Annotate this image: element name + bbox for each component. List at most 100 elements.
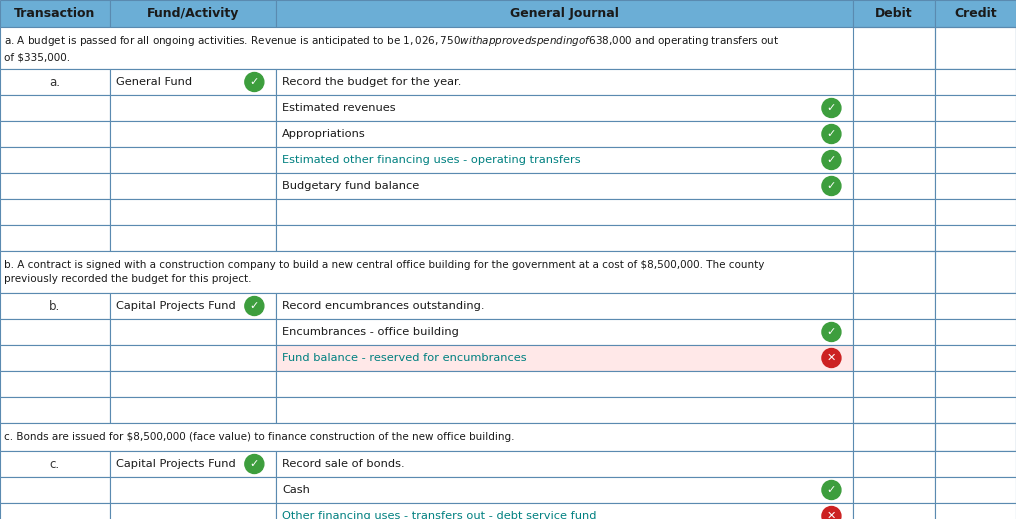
Bar: [935, 251, 1016, 293]
Text: Estimated revenues: Estimated revenues: [282, 103, 396, 113]
Bar: [853, 121, 935, 147]
Bar: [853, 0, 935, 27]
Text: Cash: Cash: [282, 485, 310, 495]
Bar: [0, 251, 1016, 293]
Bar: [276, 173, 853, 199]
Bar: [935, 173, 1016, 199]
Bar: [853, 147, 935, 173]
Text: Estimated other financing uses - operating transfers: Estimated other financing uses - operati…: [282, 155, 581, 165]
Bar: [853, 423, 935, 451]
Bar: [110, 503, 276, 519]
Bar: [935, 147, 1016, 173]
Bar: [935, 371, 1016, 397]
Bar: [110, 199, 276, 225]
Bar: [0, 95, 110, 121]
Bar: [853, 451, 935, 477]
Bar: [110, 397, 276, 423]
Text: ✓: ✓: [827, 155, 836, 165]
Ellipse shape: [822, 481, 841, 499]
Bar: [276, 293, 853, 319]
Bar: [110, 371, 276, 397]
Ellipse shape: [822, 176, 841, 196]
Text: Other financing uses - transfers out - debt service fund: Other financing uses - transfers out - d…: [282, 511, 596, 519]
Ellipse shape: [822, 322, 841, 342]
Ellipse shape: [245, 455, 264, 473]
Text: Credit: Credit: [954, 7, 997, 20]
Ellipse shape: [822, 507, 841, 519]
Bar: [276, 371, 853, 397]
Text: ✓: ✓: [827, 485, 836, 495]
Bar: [276, 477, 853, 503]
Bar: [853, 27, 935, 69]
Bar: [276, 397, 853, 423]
Text: Debit: Debit: [875, 7, 913, 20]
Bar: [0, 121, 110, 147]
Bar: [0, 199, 110, 225]
Bar: [853, 95, 935, 121]
Bar: [935, 199, 1016, 225]
Bar: [0, 371, 110, 397]
Bar: [935, 423, 1016, 451]
Text: ✕: ✕: [827, 511, 836, 519]
Bar: [0, 69, 110, 95]
Bar: [853, 69, 935, 95]
Bar: [935, 27, 1016, 69]
Bar: [276, 345, 853, 371]
Bar: [0, 477, 110, 503]
Text: Transaction: Transaction: [14, 7, 96, 20]
Bar: [276, 225, 853, 251]
Text: General Journal: General Journal: [510, 7, 620, 20]
Bar: [853, 345, 935, 371]
Text: Record the budget for the year.: Record the budget for the year.: [282, 77, 461, 87]
Text: Appropriations: Appropriations: [282, 129, 366, 139]
Bar: [0, 27, 1016, 69]
Text: b. A contract is signed with a construction company to build a new central offic: b. A contract is signed with a construct…: [4, 260, 764, 284]
Text: ✕: ✕: [827, 353, 836, 363]
Text: ✓: ✓: [827, 103, 836, 113]
Bar: [935, 319, 1016, 345]
Bar: [935, 293, 1016, 319]
Text: Record sale of bonds.: Record sale of bonds.: [282, 459, 405, 469]
Text: Budgetary fund balance: Budgetary fund balance: [282, 181, 420, 191]
Text: b.: b.: [49, 299, 61, 312]
Bar: [110, 121, 276, 147]
Bar: [0, 451, 110, 477]
Bar: [110, 95, 276, 121]
Bar: [935, 0, 1016, 27]
Bar: [110, 345, 276, 371]
Text: General Fund: General Fund: [116, 77, 192, 87]
Bar: [110, 173, 276, 199]
Bar: [0, 173, 110, 199]
Text: ✓: ✓: [250, 77, 259, 87]
Bar: [276, 199, 853, 225]
Bar: [110, 293, 276, 319]
Text: ✓: ✓: [827, 181, 836, 191]
Bar: [0, 503, 110, 519]
Bar: [935, 397, 1016, 423]
Bar: [276, 95, 853, 121]
Ellipse shape: [245, 73, 264, 91]
Bar: [853, 477, 935, 503]
Bar: [935, 95, 1016, 121]
Bar: [110, 0, 276, 27]
Text: c. Bonds are issued for $8,500,000 (face value) to finance construction of the n: c. Bonds are issued for $8,500,000 (face…: [4, 432, 514, 442]
Bar: [0, 0, 110, 27]
Text: c.: c.: [50, 458, 60, 471]
Bar: [935, 69, 1016, 95]
Text: Capital Projects Fund: Capital Projects Fund: [116, 301, 236, 311]
Bar: [110, 69, 276, 95]
Text: a.: a.: [50, 75, 60, 89]
Bar: [853, 199, 935, 225]
Bar: [0, 147, 110, 173]
Bar: [0, 345, 110, 371]
Text: Encumbrances - office building: Encumbrances - office building: [282, 327, 459, 337]
Text: ✓: ✓: [250, 459, 259, 469]
Bar: [853, 319, 935, 345]
Text: a. A budget is passed for all ongoing activities. Revenue is anticipated to be $: a. A budget is passed for all ongoing ac…: [4, 34, 779, 62]
Bar: [276, 451, 853, 477]
Bar: [935, 225, 1016, 251]
Text: ✓: ✓: [250, 301, 259, 311]
Bar: [853, 173, 935, 199]
Bar: [853, 293, 935, 319]
Bar: [0, 225, 110, 251]
